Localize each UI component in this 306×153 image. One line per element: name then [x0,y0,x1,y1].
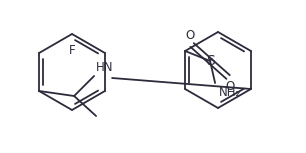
Text: HN: HN [96,61,114,74]
Text: F: F [69,44,75,57]
Text: O: O [185,29,195,42]
Text: S: S [206,54,215,68]
Text: NH₂: NH₂ [219,86,241,99]
Text: O: O [226,80,235,93]
